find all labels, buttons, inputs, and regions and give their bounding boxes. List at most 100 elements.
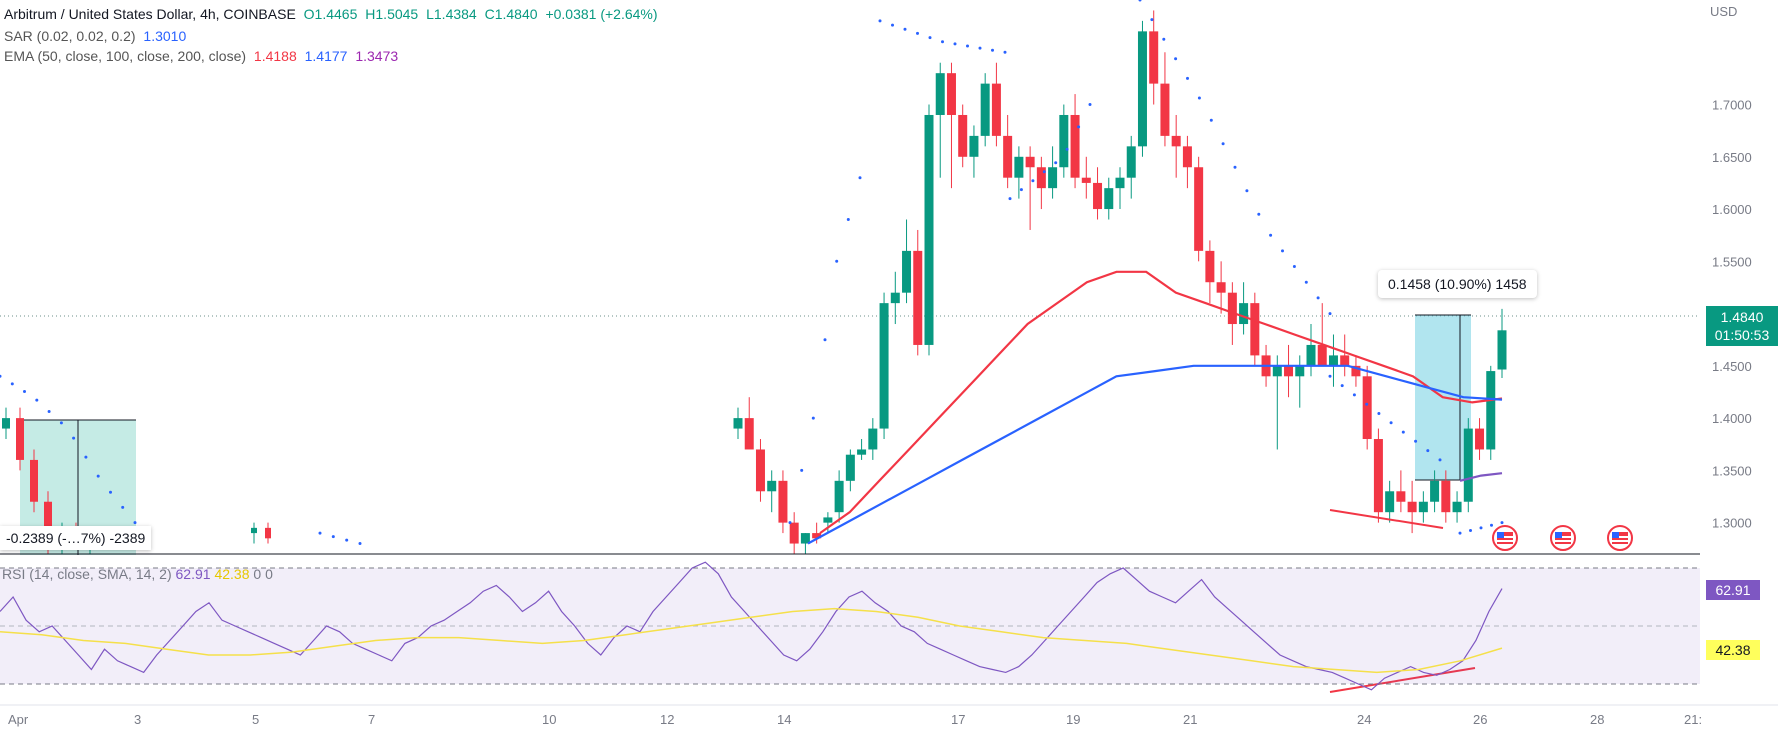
candle-body: [1317, 344, 1327, 366]
sar-dot: [1162, 37, 1166, 41]
x-tick-label: 14: [777, 712, 791, 727]
sar-dot: [10, 382, 14, 386]
candle-body: [980, 83, 990, 136]
y-tick-label: 1.5500: [1712, 254, 1752, 269]
sar-dot: [331, 535, 335, 539]
rsi-value-tag: 62.91: [1706, 580, 1760, 600]
x-tick-label: 17: [951, 712, 965, 727]
sar-dot: [811, 416, 815, 420]
sar-dot: [84, 455, 88, 459]
sar-dot: [891, 23, 894, 27]
sar-label: SAR (0.02, 0.02, 0.2): [4, 28, 136, 44]
sar-dot: [1365, 402, 1369, 406]
x-axis[interactable]: Apr 3 5 7 10 12 14 17 19 21 24 26 28 21:: [8, 712, 1702, 727]
sar-dot: [35, 398, 39, 402]
sar-dot: [1054, 161, 1058, 165]
sar-dot: [858, 176, 862, 180]
sar-dot: [72, 436, 76, 440]
sar-dot: [1042, 170, 1046, 174]
sar-dot: [1269, 233, 1273, 237]
x-tick-label: 5: [252, 712, 259, 727]
sar-dot: [1003, 50, 1007, 54]
candle-body: [1385, 491, 1395, 513]
y-tick-label: 1.6000: [1712, 202, 1752, 217]
rsi-line: [0, 561, 1503, 691]
candle-body: [946, 73, 956, 115]
candle-body: [868, 428, 878, 450]
candle-body: [1362, 376, 1372, 440]
candle-body: [1272, 365, 1282, 377]
x-tick-label: 28: [1590, 712, 1604, 727]
ema100-value: 1.4177: [304, 48, 348, 64]
candle-body: [789, 522, 799, 544]
y-tick-label: 1.3500: [1712, 463, 1752, 478]
us-flag-icon[interactable]: [1607, 525, 1633, 551]
sar-dot: [133, 521, 137, 525]
candle-body: [1328, 355, 1338, 366]
sar-dot: [318, 531, 322, 535]
sar-dot: [1458, 531, 1462, 535]
sar-dot: [1088, 103, 1092, 106]
candle-body: [812, 533, 822, 539]
measure-label-right[interactable]: 0.1458 (10.90%) 1458: [1378, 270, 1537, 298]
sar-dot: [1257, 212, 1261, 216]
ema100-line: [807, 364, 1503, 545]
candle-body: [265, 527, 271, 539]
candle-body: [857, 449, 867, 455]
sar-dot: [903, 27, 907, 31]
sar-dot: [96, 474, 100, 478]
y-tick-label: 1.4500: [1712, 359, 1752, 374]
rsi-sma-line: [0, 607, 1503, 674]
event-icons[interactable]: [1492, 525, 1633, 551]
rsi-sma-value: 42.38: [214, 566, 250, 582]
sar-dot: [1500, 521, 1504, 525]
x-tick-label: 10: [542, 712, 556, 727]
sar-dot: [916, 31, 919, 35]
sar-dot: [978, 46, 982, 50]
sar-dot: [1292, 265, 1296, 268]
candle-body: [1149, 31, 1159, 84]
y-tick-label: 1.4000: [1712, 411, 1752, 426]
sar-legend[interactable]: SAR (0.02, 0.02, 0.2) 1.3010: [4, 28, 190, 44]
candle-body: [1093, 182, 1103, 210]
sar-dot: [1490, 523, 1493, 527]
candle-body: [30, 459, 38, 502]
candle-body: [1194, 167, 1204, 251]
sar-dot: [1150, 18, 1154, 22]
candle-body: [1306, 344, 1316, 366]
candle-body: [1048, 167, 1058, 189]
candle-body: [1418, 501, 1428, 513]
candle-body: [251, 527, 257, 534]
sar-dot: [953, 42, 957, 46]
x-tick-label: 12: [660, 712, 674, 727]
candle-body: [1373, 439, 1383, 513]
ema-label: EMA (50, close, 100, close, 200, close): [4, 48, 247, 64]
currency-label: USD: [1710, 4, 1738, 19]
sar-dot: [1340, 384, 1344, 388]
candle-body: [1407, 501, 1417, 513]
ema200-line: [1459, 472, 1503, 482]
candle-body: [1126, 146, 1136, 178]
sar-dot: [1389, 421, 1393, 425]
sar-dot: [23, 390, 26, 393]
us-flag-icon[interactable]: [1550, 525, 1576, 551]
y-tick-label: 1.6500: [1712, 150, 1752, 165]
y-tick-label: 1.7000: [1712, 98, 1752, 113]
sar-layer: [0, 0, 1504, 545]
candle-body: [744, 418, 754, 450]
candle-body: [1036, 167, 1046, 189]
candle-body: [823, 517, 833, 523]
us-flag-icon[interactable]: [1492, 525, 1518, 551]
candle-body: [1239, 303, 1249, 325]
high-value: H1.5045: [365, 6, 419, 22]
y-axis[interactable]: 1.70001.65001.60001.55001.50001.45001.40…: [1712, 98, 1752, 531]
rsi-legend[interactable]: RSI (14, close, SMA, 14, 2) 62.91 42.38 …: [2, 566, 273, 582]
candle-body: [1137, 31, 1147, 147]
candle-body: [902, 250, 912, 293]
ema-legend[interactable]: EMA (50, close, 100, close, 200, close) …: [4, 48, 402, 64]
candle-body: [924, 114, 934, 345]
candle-body: [1216, 282, 1226, 293]
measure-label-left[interactable]: -0.2389 (-…7%) -2389: [0, 526, 152, 550]
open-value: O1.4465: [303, 6, 358, 22]
